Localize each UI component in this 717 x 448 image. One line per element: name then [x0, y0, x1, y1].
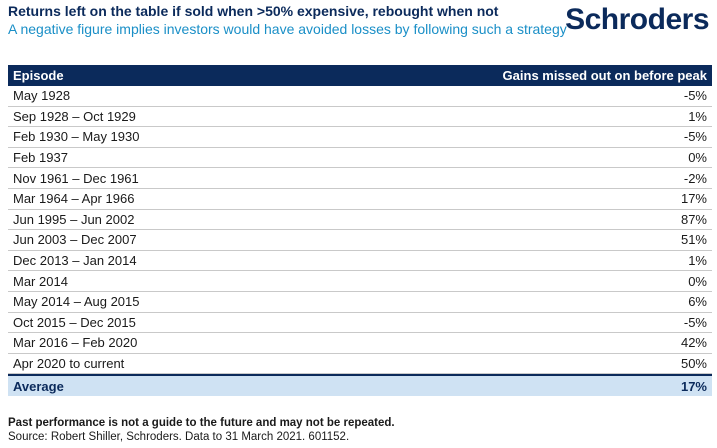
gain-cell: 17%: [680, 191, 707, 207]
gain-cell: 6%: [688, 294, 707, 310]
episode-cell: Oct 2015 – Dec 2015: [13, 314, 136, 330]
chart-header: Returns left on the table if sold when >…: [8, 2, 568, 38]
episode-cell: Mar 1964 – Apr 1966: [13, 191, 135, 207]
episode-cell: May 1928: [13, 88, 71, 104]
chart-subtitle: A negative figure implies investors woul…: [8, 21, 567, 37]
average-value: 17%: [680, 378, 707, 394]
gain-cell: -5%: [683, 88, 707, 104]
table-header-row: Episode Gains missed out on before peak: [8, 65, 712, 86]
gain-cell: 1%: [688, 253, 707, 269]
gain-cell: 87%: [680, 211, 707, 227]
table-row: May 2014 – Aug 2015 6%: [8, 292, 712, 313]
episode-cell: Jun 1995 – Jun 2002: [13, 211, 135, 227]
episode-cell: Mar 2014: [13, 273, 68, 289]
episode-cell: Mar 2016 – Feb 2020: [13, 335, 138, 351]
table-row: Apr 2020 to current 50%: [8, 354, 712, 375]
schroders-logo: Schroders: [565, 3, 709, 36]
column-header-episode: Episode: [13, 68, 64, 83]
table-row: Feb 1930 – May 1930 -5%: [8, 127, 712, 148]
table-row: Mar 2014 0%: [8, 271, 712, 292]
table-row: Mar 2016 – Feb 2020 42%: [8, 333, 712, 354]
table-row: Oct 2015 – Dec 2015 -5%: [8, 313, 712, 334]
gain-cell: -2%: [683, 170, 707, 186]
gain-cell: 0%: [688, 273, 707, 289]
column-header-gains: Gains missed out on before peak: [502, 68, 707, 83]
gain-cell: 1%: [688, 108, 707, 124]
table-body: May 1928 -5% Sep 1928 – Oct 1929 1% Feb 1930…: [8, 86, 712, 375]
episode-cell: Apr 2020 to current: [13, 356, 125, 372]
source-text: Source: Robert Shiller, Schroders. Data …: [8, 431, 350, 443]
episode-cell: May 2014 – Aug 2015: [13, 294, 140, 310]
chart-title: Returns left on the table if sold when >…: [8, 3, 499, 19]
episode-cell: Dec 2013 – Jan 2014: [13, 253, 137, 269]
table-row: Feb 1937 0%: [8, 148, 712, 169]
episode-cell: Nov 1961 – Dec 1961: [13, 170, 139, 186]
table-row: Sep 1928 – Oct 1929 1%: [8, 107, 712, 128]
table-row: May 1928 -5%: [8, 86, 712, 107]
average-label: Average: [13, 378, 64, 394]
disclaimer-text: Past performance is not a guide to the f…: [8, 417, 395, 429]
average-row: Average 17%: [8, 374, 712, 397]
chart-footer: Past performance is not a guide to the f…: [8, 416, 395, 444]
gain-cell: 51%: [680, 232, 707, 248]
table-row: Jun 2003 – Dec 2007 51%: [8, 230, 712, 251]
gain-cell: -5%: [683, 129, 707, 145]
episode-cell: Sep 1928 – Oct 1929: [13, 108, 136, 124]
episode-cell: Feb 1930 – May 1930: [13, 129, 140, 145]
gain-cell: 50%: [680, 356, 707, 372]
table-row: Jun 1995 – Jun 2002 87%: [8, 210, 712, 231]
episode-cell: Feb 1937: [13, 150, 68, 166]
gain-cell: 42%: [680, 335, 707, 351]
gain-cell: 0%: [688, 150, 707, 166]
episodes-table: Episode Gains missed out on before peak …: [8, 65, 712, 397]
table-row: Nov 1961 – Dec 1961 -2%: [8, 168, 712, 189]
table-row: Dec 2013 – Jan 2014 1%: [8, 251, 712, 272]
gain-cell: -5%: [683, 314, 707, 330]
table-row: Mar 1964 – Apr 1966 17%: [8, 189, 712, 210]
episode-cell: Jun 2003 – Dec 2007: [13, 232, 137, 248]
